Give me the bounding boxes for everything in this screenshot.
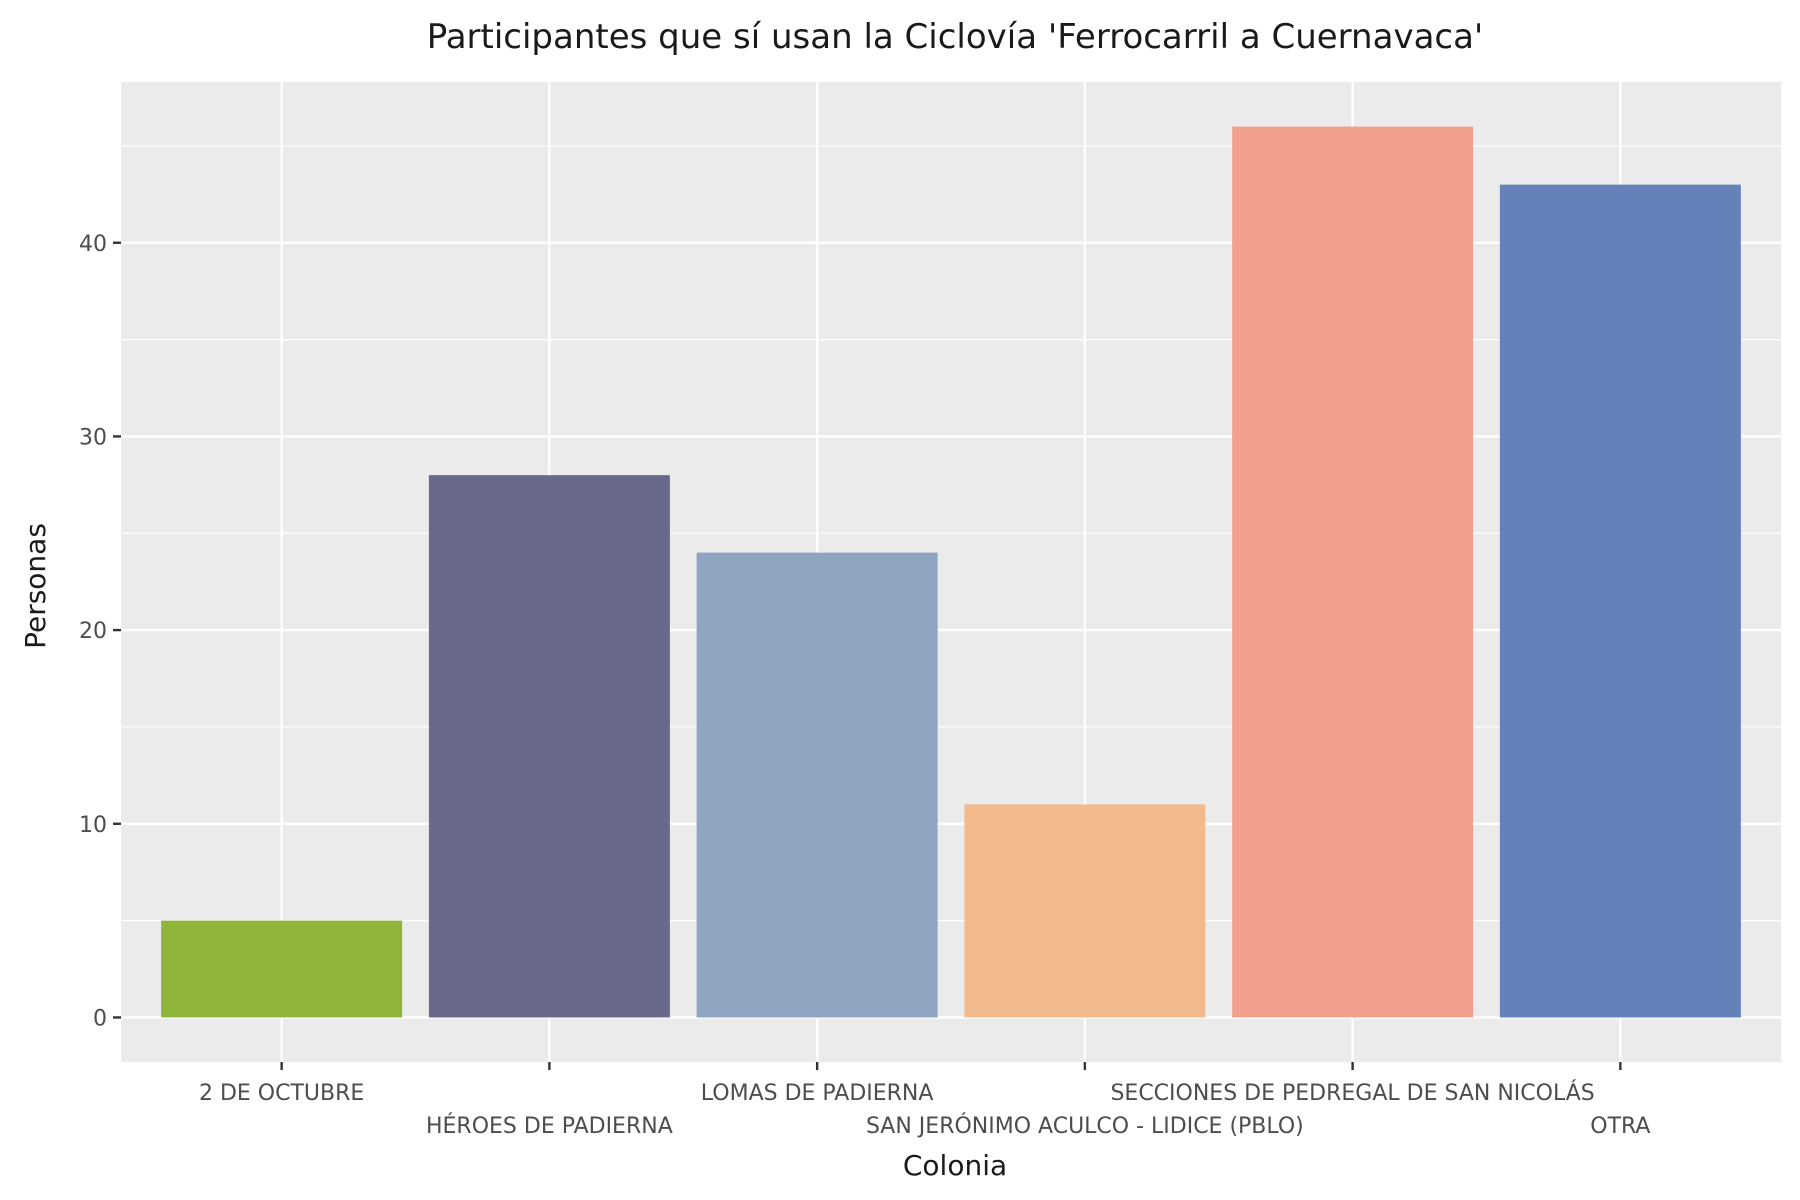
x-tick-label: LOMAS DE PADIERNA: [701, 1081, 934, 1106]
bar-1: [161, 920, 403, 1018]
x-tick-label: OTRA: [1590, 1114, 1650, 1139]
bar-2: [428, 475, 670, 1018]
bar-3: [696, 552, 938, 1018]
chart-title: Participantes que sí usan la Ciclovía 'F…: [427, 17, 1484, 57]
bar-4: [964, 804, 1206, 1018]
x-tick-label: 2 DE OCTUBRE: [199, 1081, 364, 1106]
x-axis-title: Colonia: [903, 1149, 1007, 1182]
y-axis: 0 10 20 30 40: [79, 232, 121, 1031]
y-axis-title: Personas: [19, 523, 52, 649]
x-tick-label: SECCIONES DE PEDREGAL DE SAN NICOLÁS: [1110, 1080, 1594, 1106]
y-tick-label: 0: [93, 1006, 107, 1031]
bar-6: [1499, 184, 1741, 1018]
y-tick-label: 20: [79, 619, 107, 644]
x-tick-label: HÉROES DE PADIERNA: [426, 1113, 673, 1139]
x-axis: 2 DE OCTUBRE HÉROES DE PADIERNA LOMAS DE P…: [199, 1062, 1650, 1139]
x-tick-label: SAN JERÓNIMO ACULCO - LIDICE (PBLO): [866, 1113, 1304, 1139]
y-tick-label: 10: [79, 813, 107, 838]
bars: [161, 126, 1741, 1018]
y-tick-label: 40: [79, 232, 107, 257]
bar-5: [1232, 126, 1474, 1018]
y-tick-label: 30: [79, 425, 107, 450]
